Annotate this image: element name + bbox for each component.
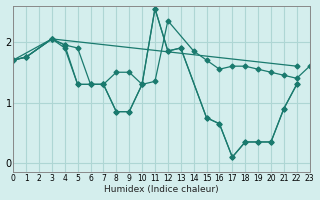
X-axis label: Humidex (Indice chaleur): Humidex (Indice chaleur) — [104, 185, 219, 194]
